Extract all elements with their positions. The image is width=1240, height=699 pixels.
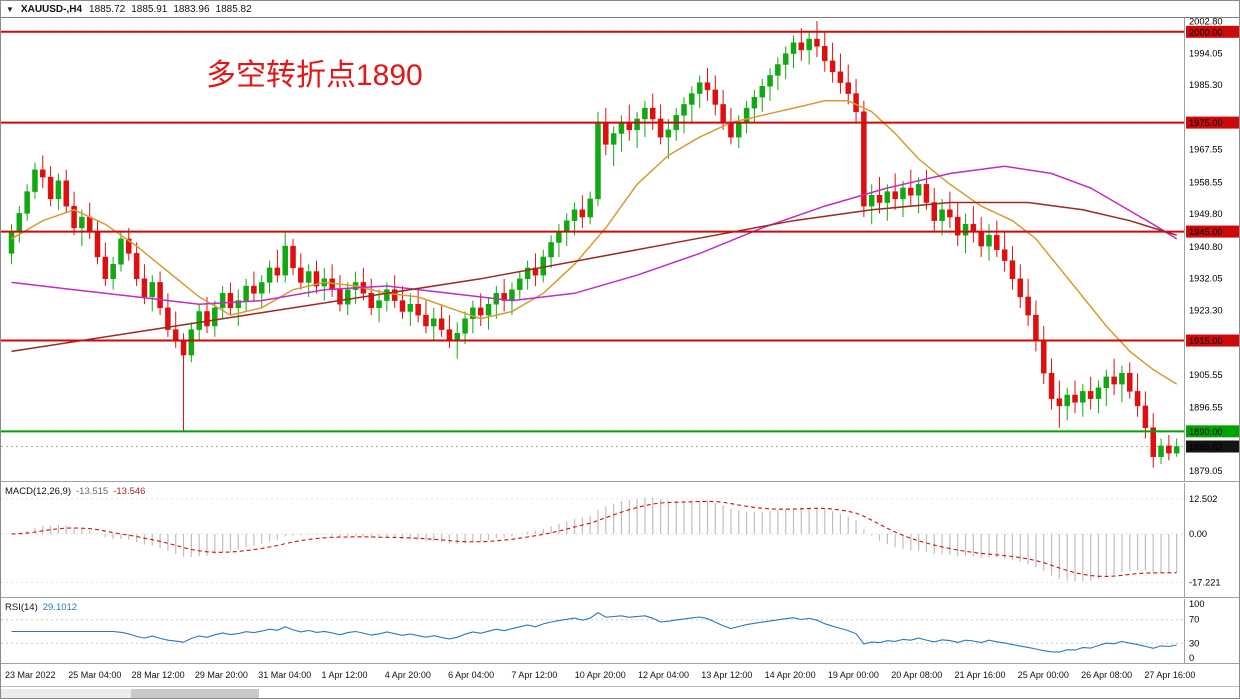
time-label: 20 Apr 08:00 bbox=[891, 670, 943, 680]
rsi-canvas[interactable]: 100 70 30 0 bbox=[1, 599, 1240, 664]
time-label: 7 Apr 12:00 bbox=[511, 670, 558, 680]
bottom-fragment-dark bbox=[131, 689, 259, 698]
macd-main-value: -13.515 bbox=[76, 486, 109, 497]
low-value: 1883.96 bbox=[173, 3, 210, 15]
price-tag-label: 1890.00 bbox=[1189, 427, 1223, 437]
ma-fast-orange bbox=[11, 100, 1178, 385]
price-tag bbox=[1186, 225, 1239, 238]
current-price-tag bbox=[1186, 440, 1239, 453]
macd-label: MACD(12,26,9) -13.515 -13.546 bbox=[5, 486, 151, 497]
price-tag bbox=[1186, 25, 1239, 38]
price-tag-label: 1915.00 bbox=[1189, 336, 1223, 346]
time-axis[interactable]: 23 Mar 2022 25 Mar 04:00 28 Mar 12:00 29 Ma… bbox=[1, 665, 1239, 687]
time-label: 13 Apr 12:00 bbox=[701, 670, 753, 680]
price-tag bbox=[1186, 334, 1239, 347]
time-label: 4 Apr 20:00 bbox=[384, 670, 431, 680]
price-axis-label: 1879.05 bbox=[1189, 466, 1223, 476]
macd-signal-line bbox=[11, 500, 1177, 577]
price-tag bbox=[1186, 425, 1239, 438]
macd-histogram bbox=[18, 497, 1178, 582]
rsi-axis-label: 0 bbox=[1189, 653, 1194, 663]
macd-signal-value: -13.546 bbox=[113, 486, 146, 497]
macd-indicator-panel[interactable]: MACD(12,26,9) -13.515 -13.546 12.502 0.00 -1… bbox=[1, 483, 1240, 598]
price-axis-label: 2002.80 bbox=[1189, 18, 1223, 27]
price-axis-label: 1896.55 bbox=[1189, 403, 1223, 413]
rsi-current-value: 29.1012 bbox=[42, 602, 78, 613]
price-chart-panel[interactable]: 多空转折点1890 2002.80 1994.05 1985.30 1967.55 19… bbox=[1, 18, 1240, 482]
time-label: 6 Apr 04:00 bbox=[448, 670, 495, 680]
macd-axis-label: 12.502 bbox=[1189, 494, 1217, 504]
ma-slow-darkred bbox=[11, 201, 1177, 353]
rsi-axis-label: 70 bbox=[1189, 615, 1199, 625]
rsi-indicator-panel[interactable]: RSI(14) 29.1012 100 70 30 0 bbox=[1, 599, 1240, 664]
rsi-axis-label: 30 bbox=[1189, 638, 1199, 648]
rsi-label: RSI(14) 29.1012 bbox=[5, 602, 83, 613]
price-axis-label: 1923.30 bbox=[1189, 305, 1223, 315]
time-label: 1 Apr 12:00 bbox=[321, 670, 368, 680]
macd-axis-label: -17.221 bbox=[1189, 577, 1221, 587]
price-axis-label: 1905.55 bbox=[1189, 370, 1223, 380]
price-axis-label: 1932.05 bbox=[1189, 274, 1223, 284]
bottom-fragment-light bbox=[1, 689, 131, 698]
time-label: 21 Apr 16:00 bbox=[954, 670, 1006, 680]
time-label: 12 Apr 04:00 bbox=[638, 670, 690, 680]
bottom-window-fragment bbox=[1, 688, 1239, 698]
macd-name: MACD(12,26,9) bbox=[5, 486, 71, 497]
rsi-line bbox=[11, 612, 1177, 653]
time-label: 29 Mar 20:00 bbox=[194, 670, 248, 680]
time-label: 27 Apr 16:00 bbox=[1144, 670, 1196, 680]
price-tag bbox=[1186, 116, 1239, 129]
high-value: 1885.91 bbox=[131, 3, 168, 15]
macd-axis-label: 0.00 bbox=[1189, 529, 1207, 539]
time-label: 25 Apr 00:00 bbox=[1017, 670, 1069, 680]
time-label: 23 Mar 2022 bbox=[5, 670, 56, 680]
price-axis-label: 1940.80 bbox=[1189, 242, 1223, 252]
time-label: 25 Mar 04:00 bbox=[68, 670, 122, 680]
chart-title-bar: ▼ XAUUSD-,H4 1885.72 1885.91 1883.96 1885.8… bbox=[1, 1, 1239, 18]
open-value: 1885.72 bbox=[89, 3, 126, 15]
time-label: 31 Mar 04:00 bbox=[258, 670, 312, 680]
price-axis-label: 1985.30 bbox=[1189, 80, 1223, 90]
macd-canvas[interactable]: 12.502 0.00 -17.221 bbox=[1, 483, 1240, 598]
chart-annotation-text[interactable]: 多空转折点1890 bbox=[206, 59, 423, 92]
time-label: 28 Mar 12:00 bbox=[131, 670, 185, 680]
collapse-triangle-icon[interactable]: ▼ bbox=[6, 4, 14, 14]
price-axis-label: 1958.55 bbox=[1189, 177, 1223, 187]
rsi-axis-label: 100 bbox=[1189, 599, 1205, 609]
price-axis-label: 1949.80 bbox=[1189, 209, 1223, 219]
time-label: 19 Apr 00:00 bbox=[827, 670, 879, 680]
price-tag-label: 1945.00 bbox=[1189, 227, 1223, 237]
ohlc-values: 1885.72 1885.91 1883.96 1885.82 bbox=[89, 4, 258, 15]
price-chart-canvas[interactable]: 2002.80 1994.05 1985.30 1967.55 1958.55 1949.… bbox=[1, 18, 1240, 482]
rsi-name: RSI(14) bbox=[5, 602, 38, 613]
price-tag-label: 2000.00 bbox=[1189, 27, 1223, 37]
time-label: 26 Apr 08:00 bbox=[1081, 670, 1133, 680]
time-label: 10 Apr 20:00 bbox=[574, 670, 626, 680]
symbol-period-label: XAUUSD-,H4 bbox=[20, 3, 83, 15]
time-label: 14 Apr 20:00 bbox=[764, 670, 816, 680]
price-axis-label: 1994.05 bbox=[1189, 48, 1223, 58]
close-value: 1885.82 bbox=[215, 3, 252, 15]
price-tag-label: 1975.00 bbox=[1189, 118, 1223, 128]
price-axis-label: 1967.55 bbox=[1189, 145, 1223, 155]
ma-mid-magenta bbox=[11, 165, 1178, 305]
current-price-label: 1885.82 bbox=[1189, 442, 1223, 452]
candles-group[interactable] bbox=[8, 20, 1180, 468]
